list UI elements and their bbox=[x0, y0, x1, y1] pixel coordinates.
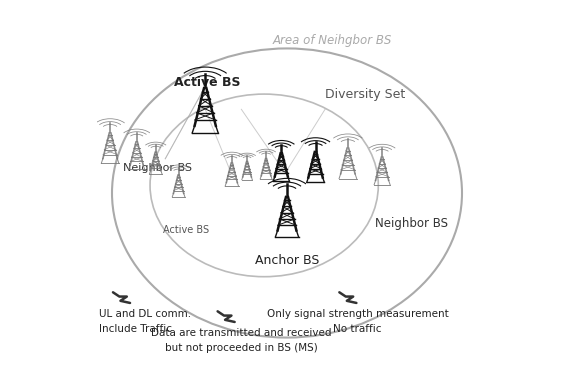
Text: Active BS: Active BS bbox=[174, 76, 241, 89]
Text: Only signal strength measurement: Only signal strength measurement bbox=[266, 309, 448, 319]
Text: UL and DL comm.: UL and DL comm. bbox=[99, 309, 191, 319]
Text: Data are transmitted and received: Data are transmitted and received bbox=[151, 328, 332, 338]
Text: Neighbor BS: Neighbor BS bbox=[374, 217, 448, 230]
Text: Active BS: Active BS bbox=[163, 225, 210, 235]
Text: Area of Neihgbor BS: Area of Neihgbor BS bbox=[273, 34, 393, 47]
Text: Anchor BS: Anchor BS bbox=[255, 254, 319, 267]
Text: Neighbor BS: Neighbor BS bbox=[123, 163, 192, 173]
Text: No traffic: No traffic bbox=[333, 324, 382, 334]
Text: Include Traffic: Include Traffic bbox=[99, 324, 172, 334]
Text: but not proceeded in BS (MS): but not proceeded in BS (MS) bbox=[165, 343, 318, 353]
Text: Diversity Set: Diversity Set bbox=[325, 88, 405, 101]
